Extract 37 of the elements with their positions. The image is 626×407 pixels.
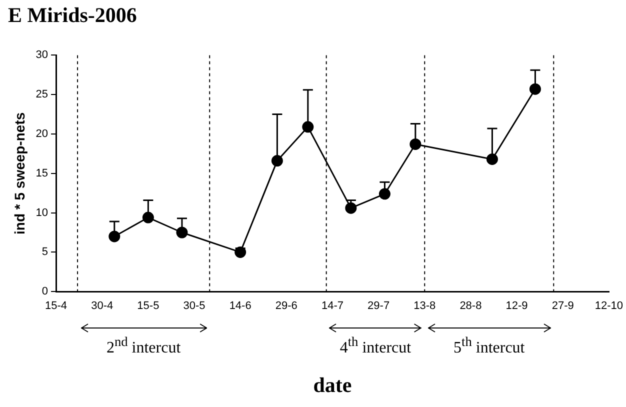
- y-tick-label: 15: [36, 167, 48, 180]
- y-tick-label: 0: [42, 286, 48, 298]
- x-tick-label: 28-8: [460, 300, 482, 312]
- x-tick-label: 30-4: [91, 300, 114, 312]
- x-tick-label: 13-8: [414, 300, 436, 312]
- y-tick-label: 10: [36, 206, 48, 219]
- x-tick-label: 27-9: [552, 300, 574, 312]
- y-tick-label: 5: [42, 246, 48, 258]
- chart-title: E Mirids-2006: [8, 3, 137, 28]
- y-tick-label: 25: [36, 88, 48, 101]
- x-tick-label: 14-7: [321, 300, 344, 312]
- x-tick-label: 12-9: [506, 300, 528, 312]
- text: 5$^{th}$ intercut: [454, 334, 525, 357]
- point: [271, 155, 283, 167]
- x-tick-label: 12-10: [594, 300, 624, 312]
- x-tick-label: 15-4: [45, 300, 68, 312]
- point: [486, 153, 498, 165]
- text: 4$^{th}$ intercut: [340, 334, 412, 357]
- y-tick-label: 20: [36, 128, 48, 140]
- text: 2$^{nd}$ intercut: [106, 334, 181, 357]
- x-tick-label: 30-5: [183, 300, 206, 312]
- point: [234, 246, 246, 258]
- point: [345, 202, 357, 214]
- y-tick-label: 30: [36, 49, 48, 62]
- x-tick-label: 15-5: [137, 300, 160, 312]
- x-tick-label: 29-7: [368, 300, 390, 312]
- point: [176, 226, 188, 238]
- x-tick-label: 29-6: [275, 300, 298, 312]
- y-axis-title: ind * 5 sweep-nets: [11, 112, 28, 234]
- x-axis-title: date: [313, 372, 352, 397]
- point: [108, 230, 120, 242]
- point: [142, 212, 154, 224]
- x-tick-label: 14-6: [229, 300, 252, 312]
- point: [529, 83, 541, 95]
- point: [302, 121, 314, 133]
- point: [378, 188, 390, 200]
- point: [410, 138, 422, 150]
